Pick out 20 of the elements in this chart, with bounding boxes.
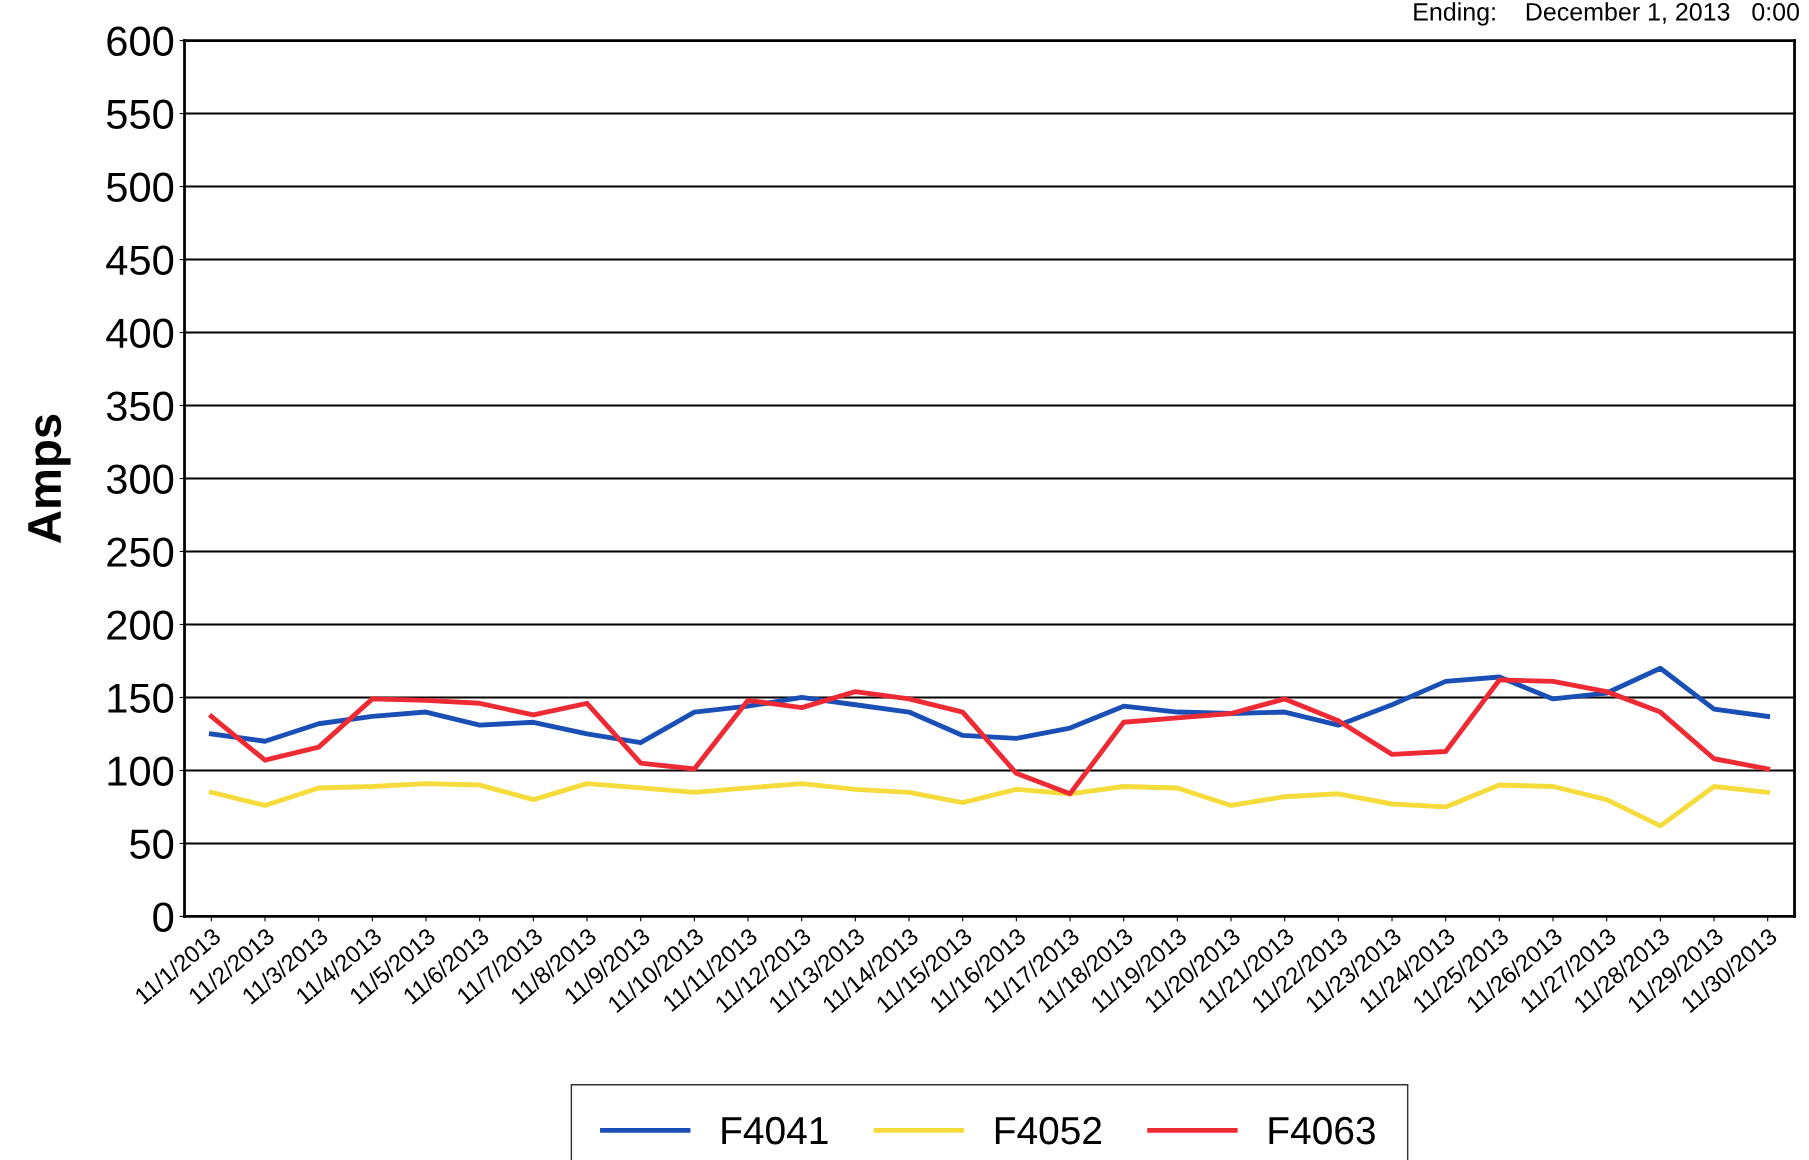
text: Ending: December 1, 2013 0:00 bbox=[1414, 2, 1800, 26]
y-tick-label: 350 bbox=[106, 391, 174, 422]
legend-label: F4052 bbox=[995, 1116, 1102, 1145]
y-tick-label: 550 bbox=[106, 99, 174, 130]
y-tick-label: 100 bbox=[108, 756, 174, 786]
y-tick-label: 500 bbox=[106, 172, 174, 203]
legend-label: F4063 bbox=[1269, 1116, 1375, 1145]
y-tick-label: 600 bbox=[107, 26, 174, 57]
y-tick-label: 300 bbox=[106, 464, 174, 495]
y-tick-label: 450 bbox=[106, 245, 174, 276]
line-series bbox=[208, 665, 1771, 746]
y-tick-label: 250 bbox=[107, 537, 174, 567]
y-axis-title: Amps bbox=[28, 414, 71, 543]
legend-label: F4041 bbox=[722, 1116, 828, 1145]
y-tick-label: 150 bbox=[108, 683, 174, 713]
y-tick-label: 200 bbox=[107, 610, 174, 640]
line-series bbox=[208, 677, 1771, 797]
line-series bbox=[208, 781, 1771, 829]
y-tick-label: 400 bbox=[106, 318, 174, 349]
y-tick-label: 50 bbox=[130, 829, 174, 859]
